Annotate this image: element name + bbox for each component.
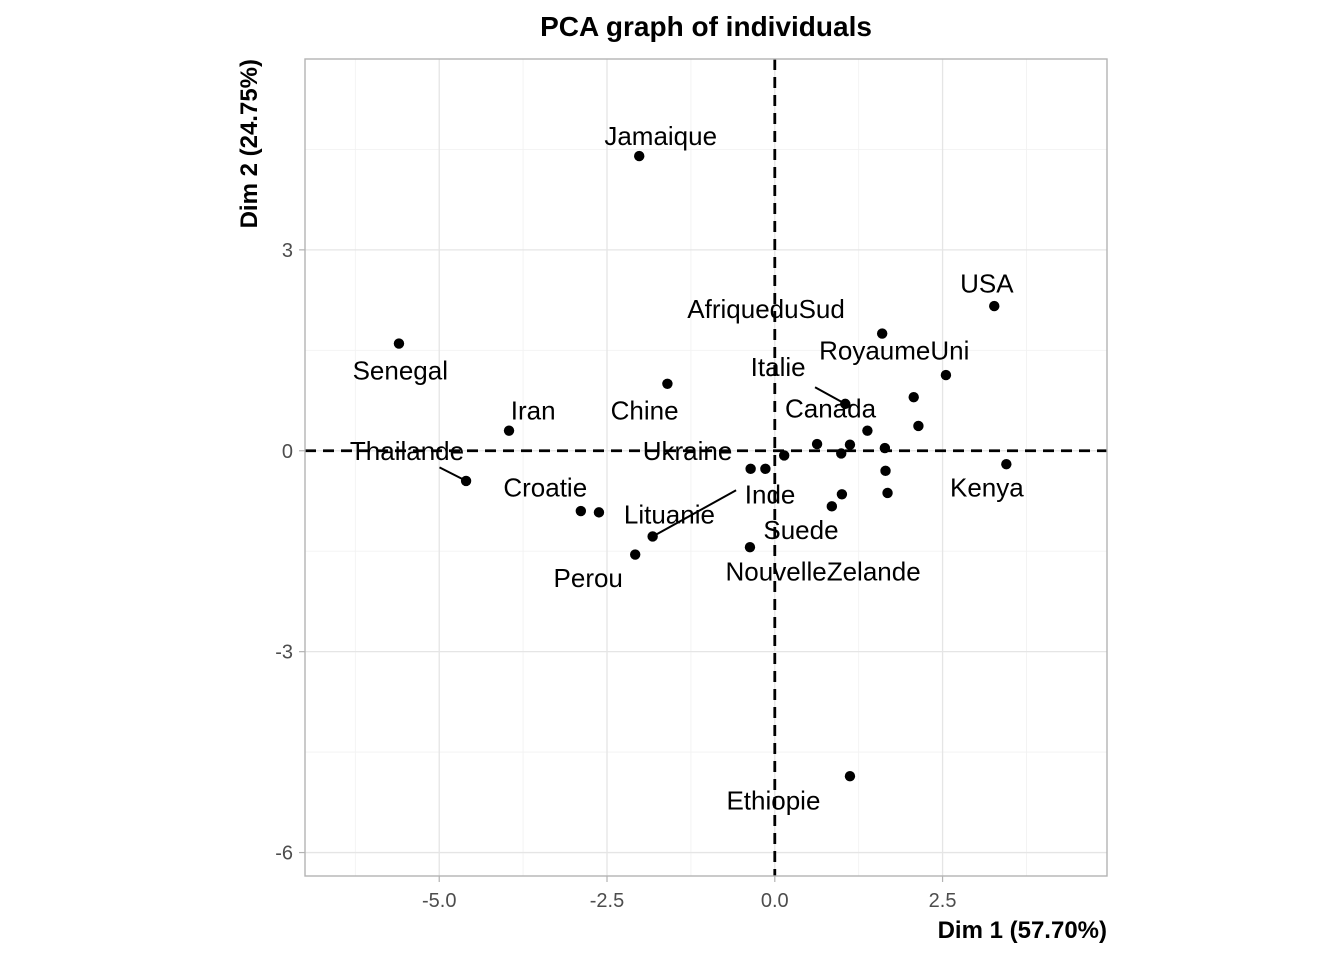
data-point: [503, 425, 515, 436]
data-point: [913, 420, 924, 432]
y-tick-label: -3: [275, 642, 293, 664]
y-axis-ticks: -6 -3 0 3: [275, 240, 305, 865]
data-point: [575, 505, 587, 517]
point-label: Kenya: [950, 473, 1024, 503]
y-tick-label: 3: [282, 240, 293, 262]
data-point: [629, 549, 641, 560]
label-leader-line: [814, 386, 846, 405]
panel-border: [304, 58, 1108, 877]
y-tick-label: -6: [275, 843, 293, 865]
data-point: [844, 771, 856, 782]
data-point: [460, 475, 472, 487]
point-label: Inde: [745, 479, 796, 509]
data-point: [760, 463, 771, 475]
x-axis-ticks: -5.0 -2.5 0.0 2.5: [422, 876, 956, 912]
data-point: [593, 507, 605, 518]
data-point: [634, 150, 645, 162]
point-label: RoyaumeUni: [819, 335, 969, 365]
point-label: Canada: [785, 394, 877, 424]
point-label: AfriqueduSud: [687, 294, 845, 324]
point-label: Senegal: [353, 355, 448, 385]
data-point: [826, 501, 838, 512]
point-label: Jamaique: [604, 121, 717, 151]
point-label: Iran: [511, 396, 556, 426]
data-point: [844, 439, 856, 450]
reference-lines: [305, 59, 1107, 876]
data-point: [940, 369, 952, 381]
point-label: Suede: [763, 515, 838, 545]
point-label: Chine: [611, 396, 679, 426]
y-axis-title: Dim 2 (24.75%): [236, 59, 263, 228]
data-point: [862, 425, 873, 436]
point-label: Croatie: [503, 473, 587, 503]
data-point: [880, 465, 891, 477]
x-axis-title: Dim 1 (57.70%): [938, 917, 1107, 944]
data-point: [1001, 458, 1012, 470]
point-label: USA: [960, 268, 1014, 298]
data-point: [836, 448, 847, 459]
point-label: Ethiopie: [726, 785, 820, 815]
x-tick-label: -5.0: [422, 890, 456, 912]
point-label: Ukraine: [643, 436, 733, 466]
x-tick-label: -2.5: [590, 890, 624, 912]
grid: [305, 59, 1107, 876]
data-point: [647, 531, 658, 542]
data-point: [836, 489, 848, 500]
data-point: [393, 338, 405, 349]
point-label: NouvelleZelande: [726, 556, 921, 586]
data-point: [879, 442, 891, 454]
point-labels: Jamaique Senegal Iran Chine Thailande Croatie…: [350, 121, 1024, 815]
data-point: [876, 328, 888, 339]
data-points: [393, 150, 1012, 782]
x-tick-label: 0.0: [761, 890, 789, 912]
data-point: [745, 463, 756, 475]
data-point: [882, 487, 893, 499]
x-tick-label: 2.5: [929, 890, 957, 912]
data-point: [744, 541, 756, 553]
data-point: [908, 391, 919, 403]
data-point: [811, 438, 823, 450]
point-label: Lituanie: [624, 499, 715, 529]
point-label: Italie: [751, 352, 806, 382]
data-point: [662, 378, 673, 389]
point-label: Thailande: [350, 436, 464, 466]
data-point: [778, 450, 790, 461]
chart-title: PCA graph of individuals: [540, 11, 872, 42]
y-tick-label: 0: [282, 441, 293, 463]
data-point: [840, 398, 851, 410]
data-point: [989, 300, 1000, 312]
label-leader-line: [652, 489, 737, 538]
point-label: Perou: [554, 563, 623, 593]
